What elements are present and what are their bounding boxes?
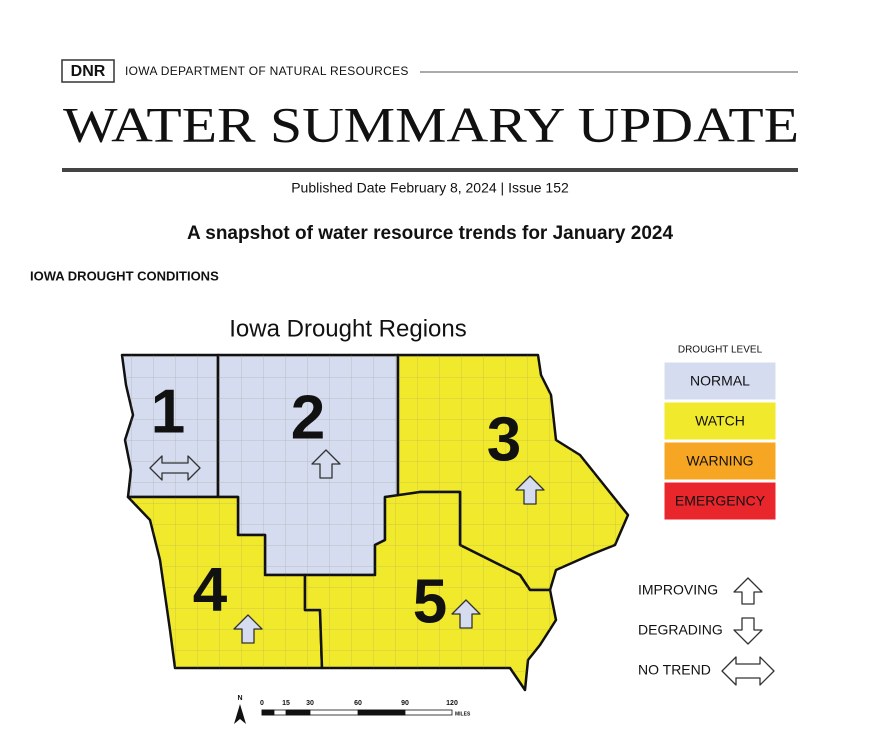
legend-label: WARNING xyxy=(686,453,753,469)
org-name: IOWA DEPARTMENT OF NATURAL RESOURCES xyxy=(125,64,409,78)
legend-label: EMERGENCY xyxy=(675,493,766,509)
north-arrow xyxy=(234,704,246,724)
scale-tick-label: 60 xyxy=(354,700,362,707)
legend-swatch xyxy=(663,481,777,521)
published-date: Published Date February 8, 2024 | Issue … xyxy=(291,180,569,196)
scale-tick-label: 120 xyxy=(446,700,458,707)
legend-label: NORMAL xyxy=(690,373,750,389)
iowa-map xyxy=(120,353,630,692)
legend-swatch xyxy=(663,361,777,401)
north-label: N xyxy=(237,695,242,702)
legend-swatch xyxy=(663,441,777,481)
region-label: 3 xyxy=(487,405,521,474)
no-trend-arrow xyxy=(149,455,201,481)
scale-tick-label: 15 xyxy=(282,700,290,707)
trend-label: DEGRADING xyxy=(638,622,723,638)
legend: NORMAL WATCH WARNING EMERGENCY xyxy=(663,361,777,521)
improving-arrow xyxy=(451,599,481,629)
scale-unit: MILES xyxy=(455,711,471,717)
region-label: 1 xyxy=(151,377,185,446)
degrading-icon xyxy=(733,617,763,645)
region-4 xyxy=(126,495,324,670)
logo-text: DNR xyxy=(71,63,106,80)
region-5 xyxy=(303,490,558,692)
improving-icon xyxy=(733,577,763,605)
improving-arrow xyxy=(233,614,263,644)
legend-title: DROUGHT LEVEL xyxy=(678,345,763,356)
scale-tick-label: 0 xyxy=(260,700,264,707)
logo: DNR xyxy=(61,59,115,83)
trend-label: NO TREND xyxy=(638,662,711,678)
legend-label: WATCH xyxy=(695,413,745,429)
trend-label: IMPROVING xyxy=(638,582,718,598)
region-label: 2 xyxy=(291,383,325,452)
doc-title: WATER SUMMARY UPDATE xyxy=(63,96,799,152)
subtitle: A snapshot of water resource trends for … xyxy=(187,223,674,244)
section-heading: IOWA DROUGHT CONDITIONS xyxy=(30,268,219,283)
improving-arrow xyxy=(311,449,341,479)
map-title: Iowa Drought Regions xyxy=(229,315,466,342)
scale-tick-label: 30 xyxy=(306,700,314,707)
scale-tick-label: 90 xyxy=(401,700,409,707)
scale-bar xyxy=(261,709,453,716)
legend-swatch xyxy=(663,401,777,441)
region-label: 4 xyxy=(193,555,228,624)
improving-arrow xyxy=(515,475,545,505)
region-label: 5 xyxy=(413,567,447,636)
no-trend-icon xyxy=(721,656,775,686)
